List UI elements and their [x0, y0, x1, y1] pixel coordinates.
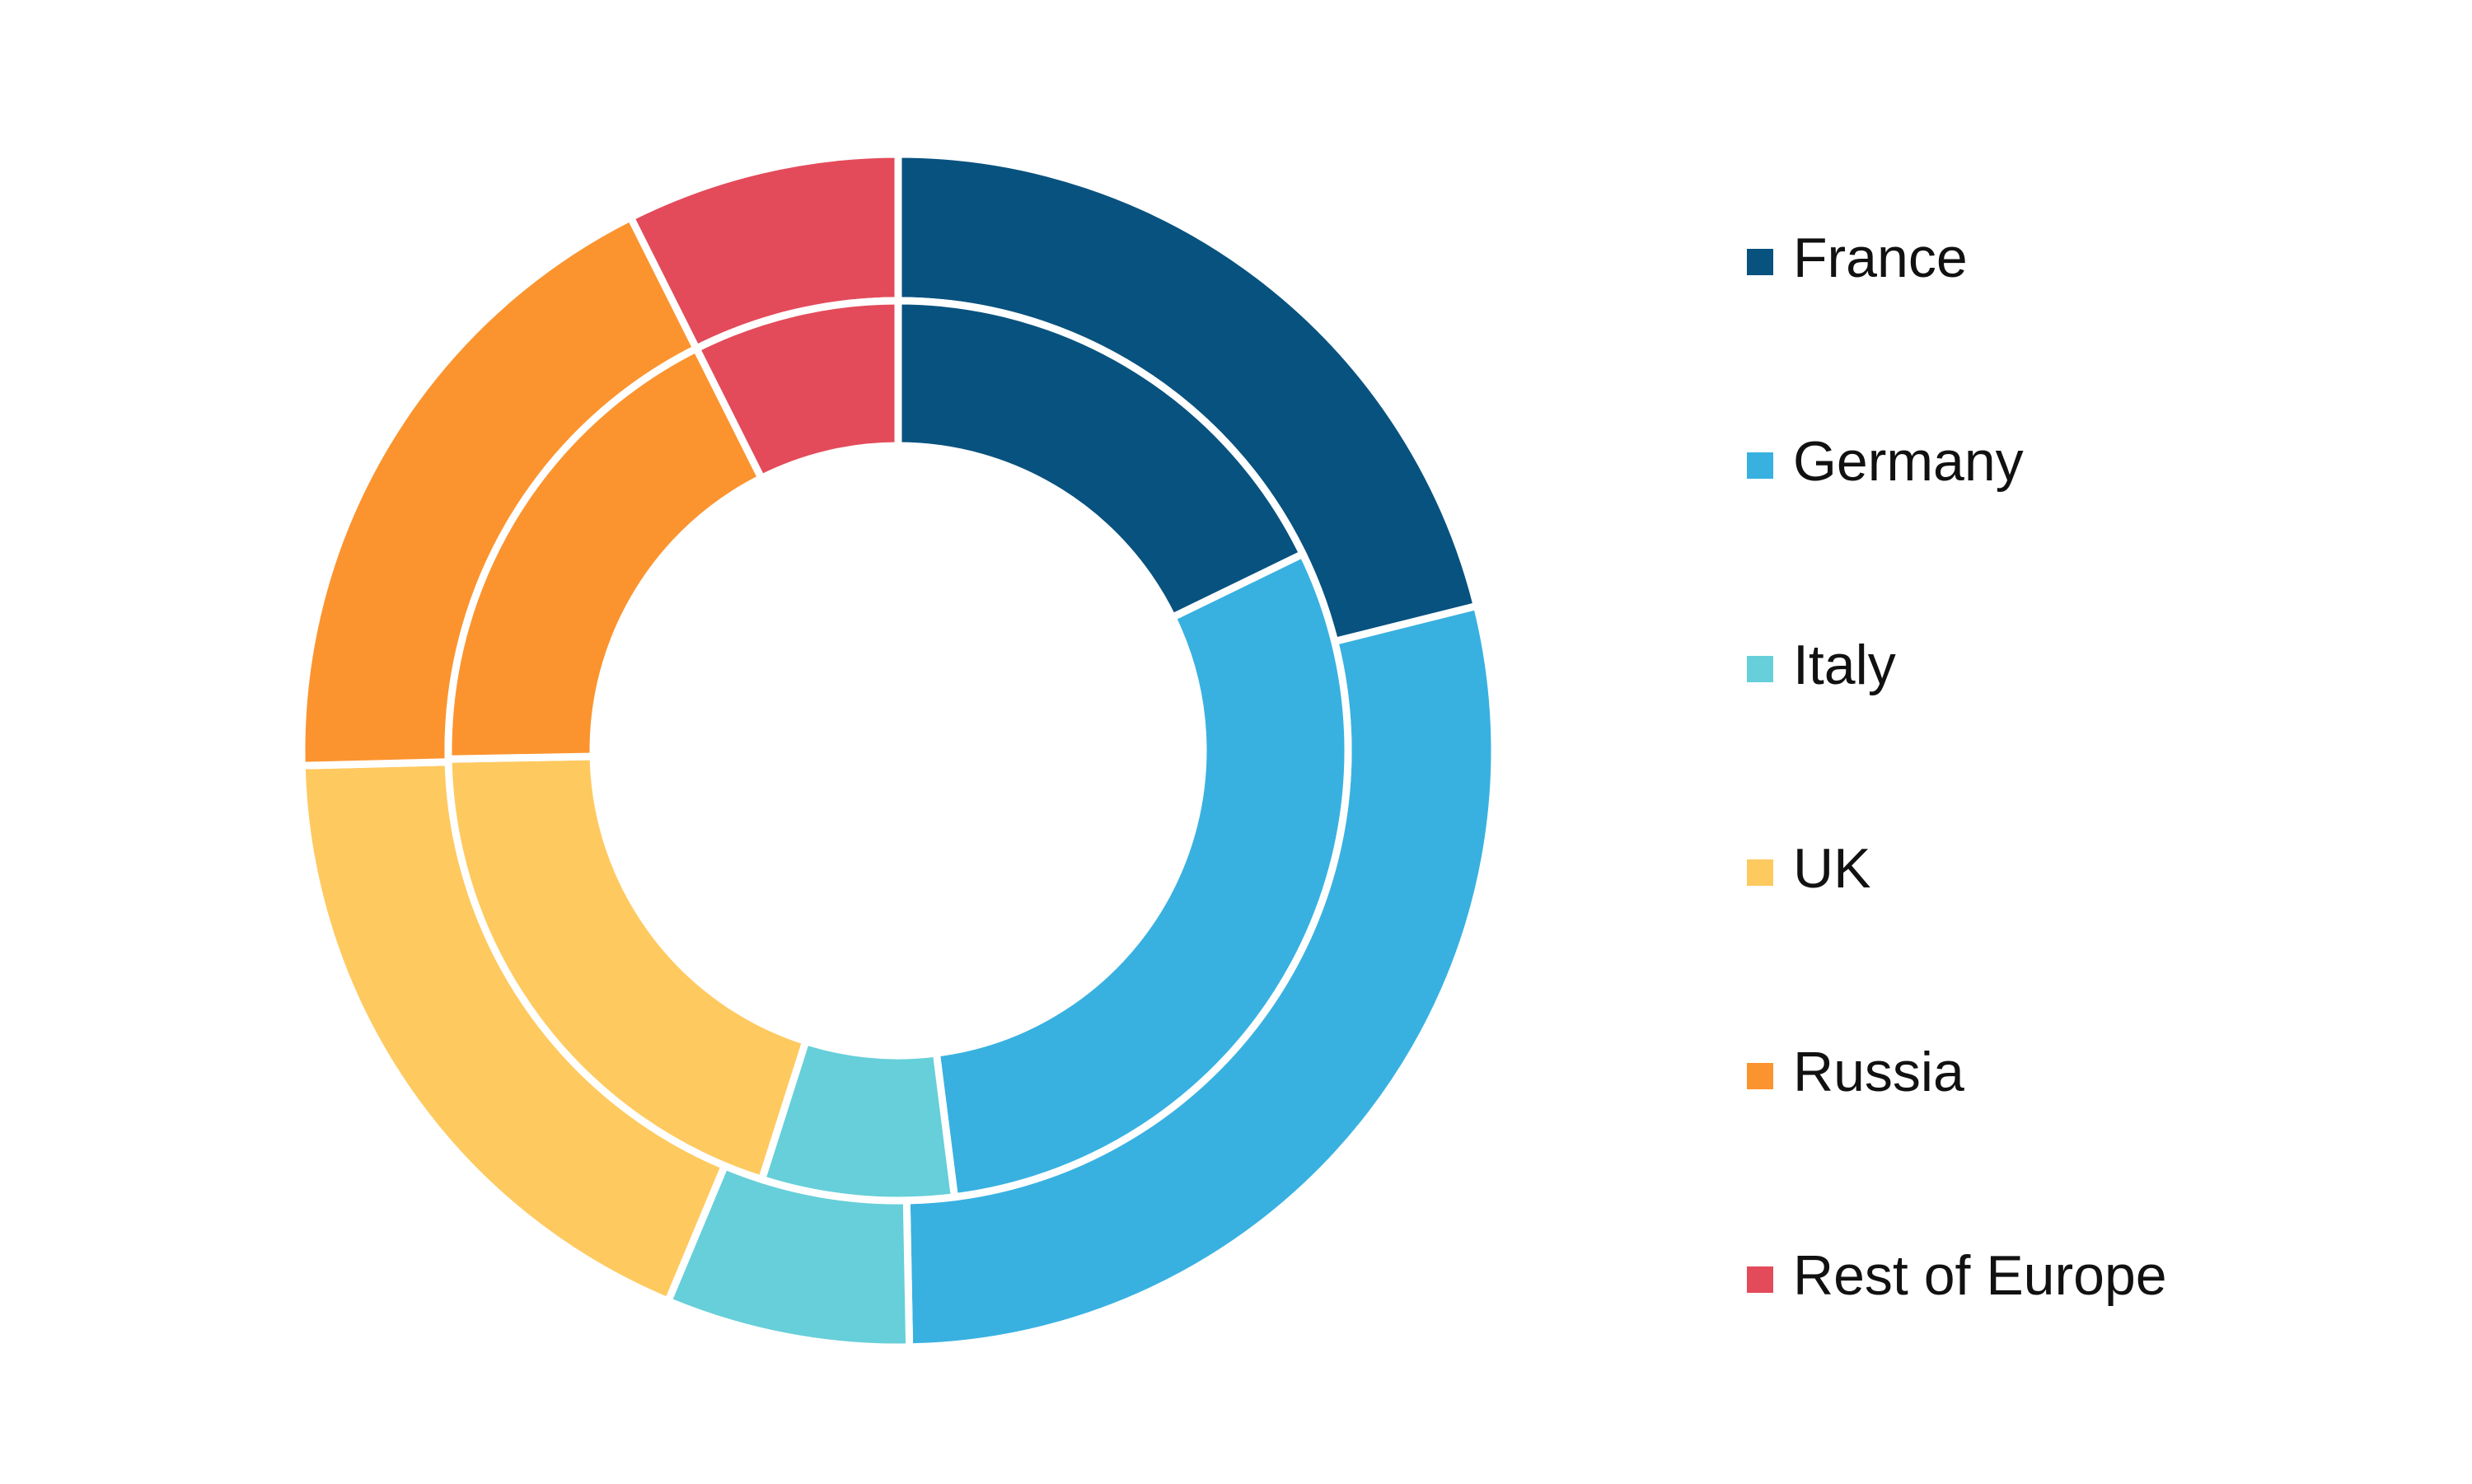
donut-slice — [894, 297, 1309, 623]
donut-slice — [444, 752, 811, 1184]
legend-swatch — [1747, 1063, 1773, 1089]
legend-swatch — [1747, 452, 1773, 479]
donut-slice — [691, 297, 902, 484]
legend-swatch — [1747, 1266, 1773, 1293]
donut-slice — [444, 343, 767, 763]
legend-label: Germany — [1793, 430, 2024, 493]
legend-label: UK — [1793, 837, 1870, 900]
legend-swatch — [1747, 859, 1773, 886]
legend-label: Rest of Europe — [1793, 1244, 2167, 1307]
donut-slice — [932, 549, 1352, 1201]
legend-label: Italy — [1793, 634, 1896, 696]
legend-label: France — [1793, 227, 1968, 289]
legend-swatch — [1747, 249, 1773, 275]
legend-label: Russia — [1793, 1041, 1964, 1103]
legend-swatch — [1747, 656, 1773, 682]
